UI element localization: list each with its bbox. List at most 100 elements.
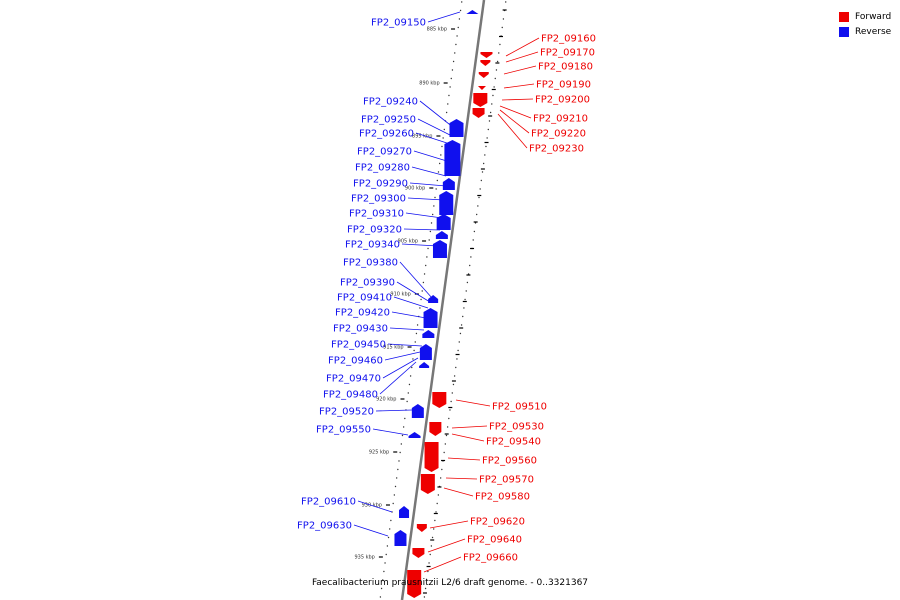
forward-gene-label[interactable]: FP2_09530 bbox=[489, 422, 544, 433]
track-dot bbox=[474, 222, 477, 224]
forward-gene-label[interactable]: FP2_09210 bbox=[533, 114, 588, 125]
reverse-gene-label[interactable]: FP2_09630 bbox=[297, 521, 352, 532]
forward-gene-label[interactable]: FP2_09620 bbox=[470, 517, 525, 528]
track-dot bbox=[487, 128, 490, 131]
track-dot bbox=[408, 383, 411, 386]
reverse-leader-line bbox=[372, 428, 409, 436]
kbp-tick-label: 900 kbp bbox=[405, 186, 425, 192]
track-dot bbox=[444, 443, 447, 445]
legend-reverse-label: Reverse bbox=[855, 26, 892, 37]
forward-leader-line bbox=[501, 98, 534, 101]
reverse-gene-label[interactable]: FP2_09460 bbox=[328, 356, 383, 367]
reverse-gene-label[interactable]: FP2_09250 bbox=[361, 115, 416, 126]
track-dot bbox=[494, 77, 496, 80]
forward-gene-label[interactable]: FP2_09660 bbox=[463, 553, 518, 564]
forward-gene-label[interactable]: FP2_09640 bbox=[467, 535, 522, 546]
track-dot bbox=[386, 545, 389, 547]
reverse-gene-label[interactable]: FP2_09550 bbox=[316, 425, 371, 436]
reverse-gene-label[interactable]: FP2_09410 bbox=[337, 293, 392, 304]
reverse-gene-label[interactable]: FP2_09470 bbox=[326, 374, 381, 385]
forward-gene-label[interactable]: FP2_09560 bbox=[482, 456, 537, 467]
forward-gene-label[interactable]: FP2_09180 bbox=[538, 62, 593, 73]
forward-gene-label[interactable]: FP2_09200 bbox=[535, 95, 590, 106]
track-dot bbox=[477, 205, 479, 207]
reverse-gene-label[interactable]: FP2_09290 bbox=[353, 179, 408, 190]
track-dot bbox=[489, 111, 492, 114]
track-dot bbox=[392, 502, 394, 505]
gene-features bbox=[394, 10, 493, 598]
track-dot bbox=[427, 247, 429, 250]
track-dot bbox=[496, 60, 499, 63]
track-dot bbox=[480, 179, 483, 182]
reverse-gene-label[interactable]: FP2_09450 bbox=[331, 340, 386, 351]
forward-gene-label[interactable]: FP2_09170 bbox=[540, 48, 595, 59]
reverse-gene-label[interactable]: FP2_09320 bbox=[347, 225, 402, 236]
forward-gene-label[interactable]: FP2_09230 bbox=[529, 144, 584, 155]
track-dot bbox=[380, 587, 383, 590]
track-dot bbox=[394, 485, 397, 488]
legend-forward-label: Forward bbox=[855, 11, 892, 22]
kbp-tick-label: 895 kbp bbox=[412, 134, 432, 140]
reverse-gene-label[interactable]: FP2_09430 bbox=[333, 324, 388, 335]
track-dot bbox=[389, 528, 391, 530]
track-dot bbox=[485, 145, 487, 148]
reverse-leader-line bbox=[407, 197, 445, 201]
track-dot bbox=[469, 264, 471, 267]
track-dot bbox=[431, 213, 434, 216]
track-dot bbox=[484, 154, 486, 156]
reverse-gene-label[interactable]: FP2_09310 bbox=[349, 209, 404, 220]
reverse-gene-label[interactable]: FP2_09150 bbox=[371, 18, 426, 29]
forward-gene-block bbox=[473, 93, 488, 107]
genome-caption: Faecalibacterium prausnitzii L2/6 draft … bbox=[311, 578, 589, 588]
track-dot bbox=[406, 400, 408, 403]
track-dot bbox=[440, 154, 442, 156]
track-dot bbox=[407, 392, 409, 394]
track-dot bbox=[426, 256, 428, 258]
reverse-gene-label[interactable]: FP2_09420 bbox=[335, 308, 390, 319]
reverse-gene-label[interactable]: FP2_09270 bbox=[357, 147, 412, 158]
forward-gene-block bbox=[477, 86, 486, 90]
reverse-leader-line bbox=[391, 311, 427, 319]
forward-leader-line bbox=[451, 425, 488, 429]
reverse-gene-label[interactable]: FP2_09390 bbox=[340, 278, 395, 289]
track-dot bbox=[459, 332, 462, 335]
reverse-gene-label[interactable]: FP2_09300 bbox=[351, 194, 406, 205]
track-dot bbox=[422, 281, 425, 284]
track-dot bbox=[450, 77, 452, 80]
reverse-gene-label[interactable]: FP2_09480 bbox=[323, 390, 378, 401]
reverse-gene-label[interactable]: FP2_09520 bbox=[319, 407, 374, 418]
track-dot bbox=[478, 196, 480, 199]
forward-leader-line bbox=[497, 113, 528, 149]
reverse-gene-label[interactable]: FP2_09340 bbox=[345, 240, 400, 251]
track-dot bbox=[383, 570, 385, 573]
track-dot bbox=[491, 103, 493, 105]
forward-gene-label[interactable]: FP2_09580 bbox=[475, 492, 530, 503]
track-dot bbox=[409, 375, 412, 377]
reverse-gene-label[interactable]: FP2_09240 bbox=[363, 97, 418, 108]
forward-gene-label[interactable]: FP2_09510 bbox=[492, 402, 547, 413]
reverse-gene-label[interactable]: FP2_09280 bbox=[355, 163, 410, 174]
reverse-gene-block bbox=[419, 344, 432, 360]
reverse-leader-line bbox=[389, 327, 425, 331]
reverse-gene-block bbox=[444, 140, 461, 176]
forward-gene-label[interactable]: FP2_09220 bbox=[531, 129, 586, 140]
track-dot bbox=[435, 188, 437, 190]
track-dot bbox=[460, 324, 463, 326]
reverse-gene-label[interactable]: FP2_09260 bbox=[359, 129, 414, 140]
forward-gene-label[interactable]: FP2_09570 bbox=[479, 475, 534, 486]
track-dot bbox=[416, 324, 419, 326]
reverse-gene-label[interactable]: FP2_09610 bbox=[301, 497, 356, 508]
forward-gene-block bbox=[432, 392, 447, 408]
forward-gene-label[interactable]: FP2_09190 bbox=[536, 80, 591, 91]
forward-gene-label[interactable]: FP2_09540 bbox=[486, 437, 541, 448]
track-dot bbox=[424, 587, 427, 590]
forward-gene-label[interactable]: FP2_09160 bbox=[541, 34, 596, 45]
track-dot bbox=[445, 434, 448, 437]
track-dot bbox=[428, 239, 430, 241]
reverse-leader-line bbox=[375, 409, 413, 412]
reverse-leader-line bbox=[393, 296, 429, 309]
reverse-gene-label[interactable]: FP2_09380 bbox=[343, 258, 398, 269]
forward-leader-line bbox=[423, 556, 462, 573]
reverse-gene-block bbox=[436, 214, 451, 230]
forward-gene-block bbox=[416, 524, 427, 532]
